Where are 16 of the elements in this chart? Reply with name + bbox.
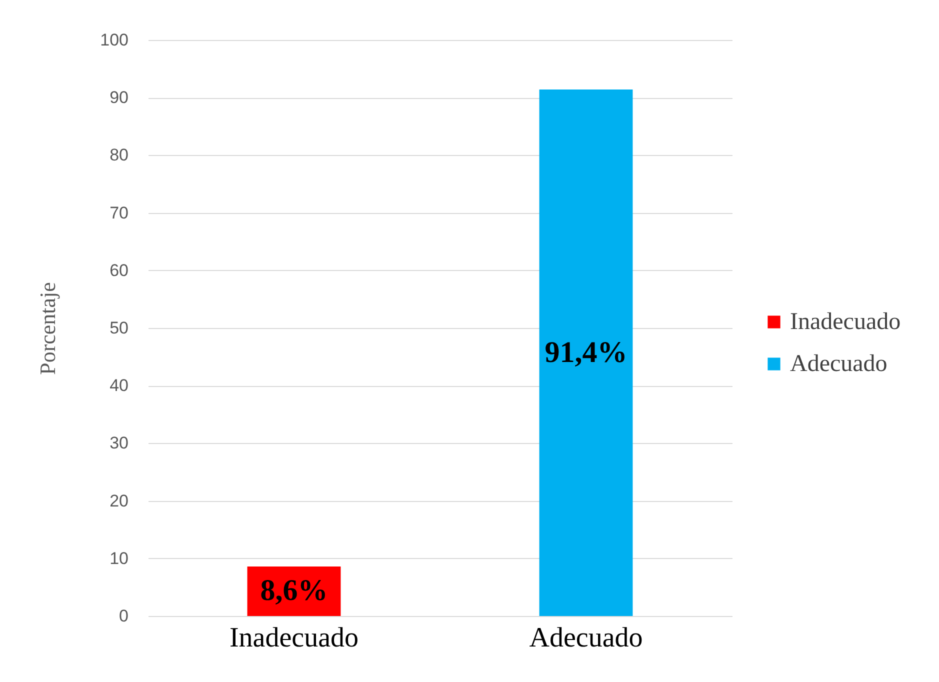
y-tick-label: 30 <box>110 434 128 453</box>
legend-label: Inadecuado <box>790 309 901 335</box>
y-tick-label: 70 <box>110 203 128 222</box>
data-label: 8,6% <box>260 574 328 608</box>
y-tick-label: 100 <box>100 30 128 50</box>
y-tick-label: 40 <box>110 376 128 396</box>
y-axis-title: Porcentaje <box>35 282 60 375</box>
y-tick-label: 90 <box>110 88 128 108</box>
y-tick-label: 60 <box>110 260 128 280</box>
legend-label: Adecuado <box>790 351 888 377</box>
y-tick-label: 50 <box>110 318 128 338</box>
y-tick-label: 0 <box>119 606 128 626</box>
data-label: 91,4% <box>544 336 628 369</box>
y-tick-label: 20 <box>110 491 128 510</box>
y-tick-label: 10 <box>110 548 128 568</box>
y-tick-label: 80 <box>110 146 128 165</box>
